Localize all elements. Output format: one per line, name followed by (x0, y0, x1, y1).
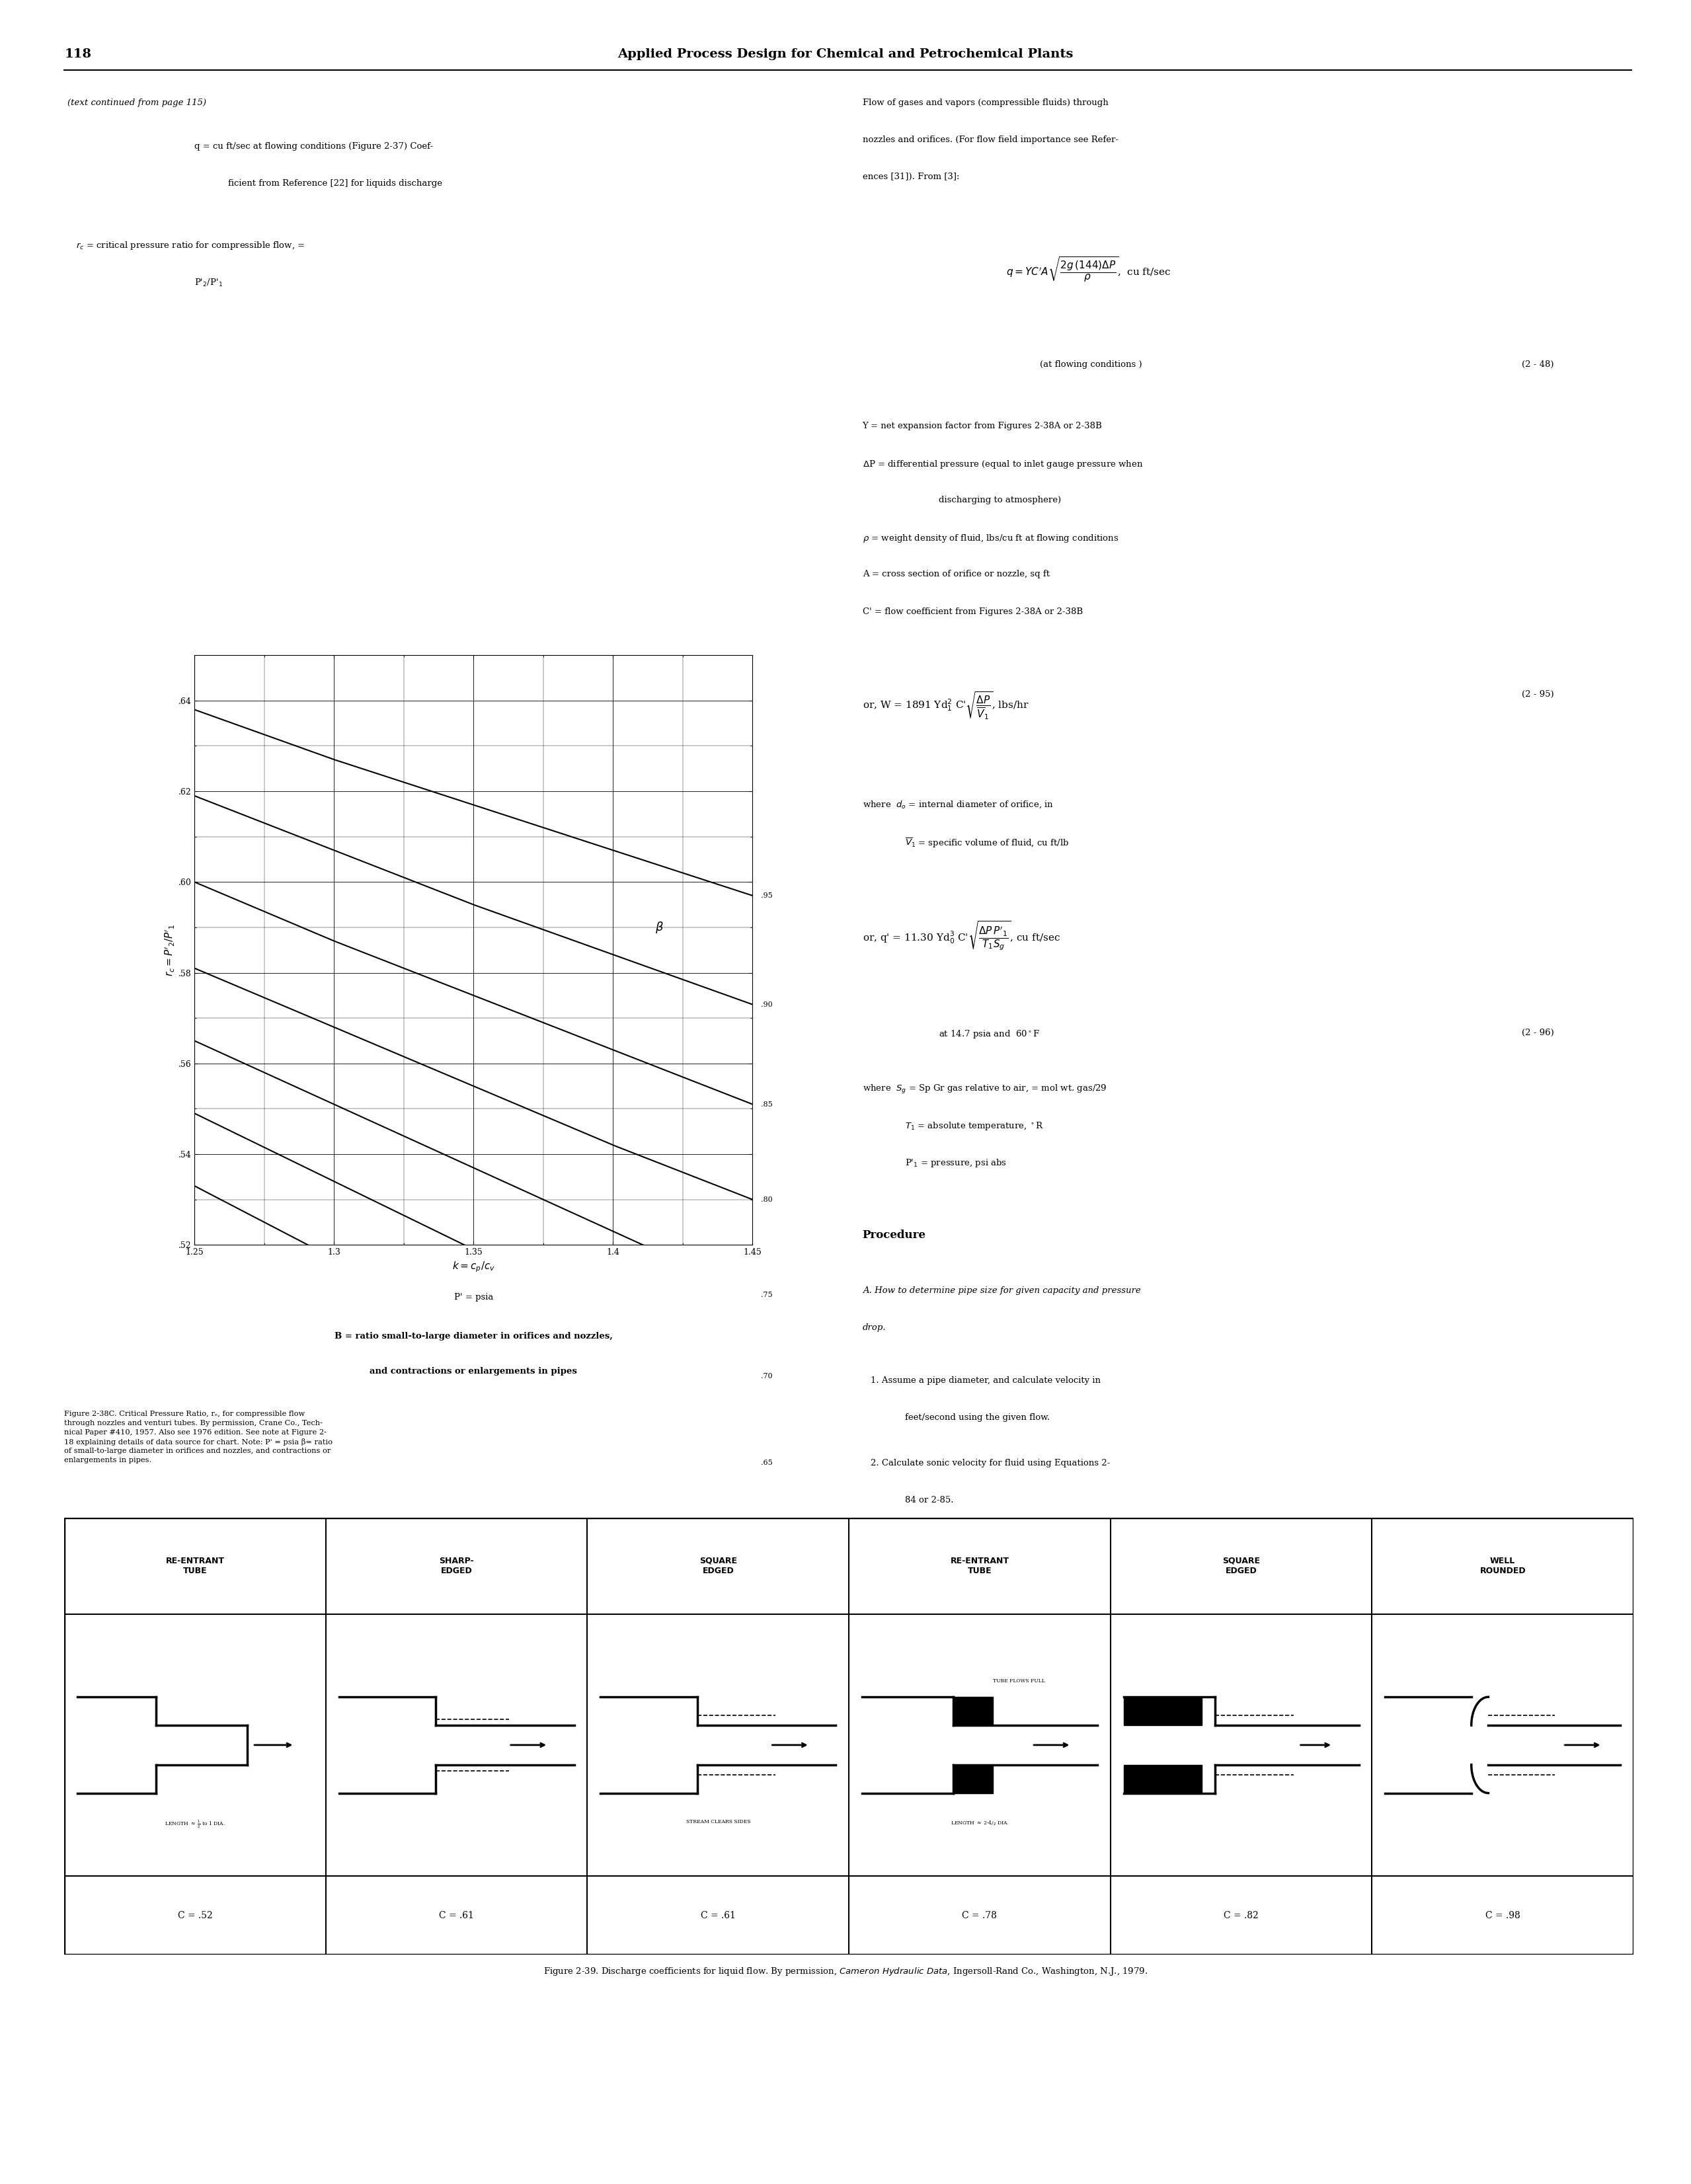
Text: discharging to atmosphere): discharging to atmosphere) (939, 496, 1060, 505)
Text: .70: .70 (761, 1374, 773, 1380)
Bar (954, 1765, 993, 1793)
Text: Figure 2-39. Discharge coefficients for liquid flow. By permission, $\it{Cameron: Figure 2-39. Discharge coefficients for … (543, 1966, 1148, 1977)
Y-axis label: $r_c = P'_2/P'_1$: $r_c = P'_2/P'_1$ (164, 924, 176, 976)
Text: and contractions or enlargements in pipes: and contractions or enlargements in pipe… (370, 1367, 577, 1376)
Text: or, W = 1891 Yd$_1^2$ C'$\sqrt{\dfrac{\Delta P}{\overline{V}_1}}$, lbs/hr: or, W = 1891 Yd$_1^2$ C'$\sqrt{\dfrac{\D… (862, 690, 1028, 721)
Text: .85: .85 (761, 1101, 773, 1107)
Text: $\rho$ = weight density of fluid, lbs/cu ft at flowing conditions: $\rho$ = weight density of fluid, lbs/cu… (862, 533, 1118, 544)
X-axis label: $k = c_p/c_v$: $k = c_p/c_v$ (451, 1260, 495, 1273)
Text: SHARP-
EDGED: SHARP- EDGED (440, 1557, 473, 1575)
Text: where  $d_o$ = internal diameter of orifice, in: where $d_o$ = internal diameter of orifi… (862, 799, 1053, 810)
Text: .75: .75 (761, 1291, 773, 1297)
Bar (954, 1697, 993, 1725)
Text: Y = net expansion factor from Figures 2-38A or 2-38B: Y = net expansion factor from Figures 2-… (862, 422, 1103, 430)
Text: C' = flow coefficient from Figures 2-38A or 2-38B: C' = flow coefficient from Figures 2-38A… (862, 607, 1082, 616)
Text: q = cu ft/sec at flowing conditions (Figure 2-37) Coef-: q = cu ft/sec at flowing conditions (Fig… (194, 142, 433, 151)
Text: 2. Calculate sonic velocity for fluid using Equations 2-: 2. Calculate sonic velocity for fluid us… (871, 1459, 1111, 1468)
Bar (1123, 1765, 1202, 1793)
Text: Flow of gases and vapors (compressible fluids) through: Flow of gases and vapors (compressible f… (862, 98, 1108, 107)
Text: $\overline{V}_1$ = specific volume of fluid, cu ft/lb: $\overline{V}_1$ = specific volume of fl… (905, 836, 1069, 850)
Text: TUBE FLOWS FULL: TUBE FLOWS FULL (993, 1679, 1045, 1684)
Text: P' = psia: P' = psia (453, 1293, 494, 1302)
Text: P'$_1$ = pressure, psi abs: P'$_1$ = pressure, psi abs (905, 1158, 1006, 1168)
Text: Applied Process Design for Chemical and Petrochemical Plants: Applied Process Design for Chemical and … (617, 48, 1074, 59)
Text: $q = YC'A\sqrt{\dfrac{2g\,(144)\Delta P}{\rho}}$,  cu ft/sec: $q = YC'A\sqrt{\dfrac{2g\,(144)\Delta P}… (1006, 256, 1172, 284)
Text: 118: 118 (64, 48, 91, 59)
Text: or, q' = 11.30 Yd$_0^3$ C'$\sqrt{\dfrac{\Delta P\, P'_1}{T_1 S_g}}$, cu ft/sec: or, q' = 11.30 Yd$_0^3$ C'$\sqrt{\dfrac{… (862, 919, 1060, 952)
Text: drop.: drop. (862, 1324, 886, 1332)
Text: .90: .90 (761, 1000, 773, 1007)
Text: nozzles and orifices. (For flow field importance see Refer-: nozzles and orifices. (For flow field im… (862, 135, 1118, 144)
Text: (at flowing conditions ): (at flowing conditions ) (1040, 360, 1141, 369)
Text: ences [31]). From [3]:: ences [31]). From [3]: (862, 173, 959, 181)
Text: B = ratio small-to-large diameter in orifices and nozzles,: B = ratio small-to-large diameter in ori… (335, 1332, 612, 1341)
Text: WELL
ROUNDED: WELL ROUNDED (1480, 1557, 1525, 1575)
Text: C = .78: C = .78 (962, 1911, 998, 1920)
Text: LENGTH $\approx$ 2-4/$_2$ DIA.: LENGTH $\approx$ 2-4/$_2$ DIA. (950, 1819, 1010, 1826)
Text: RE-ENTRANT
TUBE: RE-ENTRANT TUBE (166, 1557, 225, 1575)
Text: feet/second using the given flow.: feet/second using the given flow. (905, 1413, 1050, 1422)
Bar (1123, 1697, 1202, 1725)
Text: RE-ENTRANT
TUBE: RE-ENTRANT TUBE (950, 1557, 1010, 1575)
Text: (2 - 95): (2 - 95) (1522, 690, 1554, 699)
Text: .80: .80 (761, 1197, 773, 1203)
Text: $T_1$ = absolute temperature, $^\circ$R: $T_1$ = absolute temperature, $^\circ$R (905, 1120, 1043, 1131)
Text: SQUARE
EDGED: SQUARE EDGED (1223, 1557, 1260, 1575)
Text: (text continued from page 115): (text continued from page 115) (68, 98, 206, 107)
Text: SQUARE
EDGED: SQUARE EDGED (700, 1557, 737, 1575)
Text: .65: .65 (761, 1459, 773, 1465)
Text: Figure 2-38C. Critical Pressure Ratio, rₑ, for compressible flow
through nozzles: Figure 2-38C. Critical Pressure Ratio, r… (64, 1411, 333, 1463)
Text: A. How to determine pipe size for given capacity and pressure: A. How to determine pipe size for given … (862, 1286, 1140, 1295)
Text: C = .61: C = .61 (440, 1911, 473, 1920)
Text: Procedure: Procedure (862, 1230, 927, 1241)
Text: 1. Assume a pipe diameter, and calculate velocity in: 1. Assume a pipe diameter, and calculate… (871, 1376, 1101, 1385)
Text: $\beta$: $\beta$ (654, 919, 663, 935)
Text: STREAM CLEARS SIDES: STREAM CLEARS SIDES (687, 1819, 751, 1824)
Text: (2 - 48): (2 - 48) (1522, 360, 1554, 369)
Text: (2 - 96): (2 - 96) (1522, 1029, 1554, 1037)
Text: $r_c$ = critical pressure ratio for compressible flow, =: $r_c$ = critical pressure ratio for comp… (76, 240, 304, 251)
Text: ficient from Reference [22] for liquids discharge: ficient from Reference [22] for liquids … (228, 179, 443, 188)
Text: $\Delta$P = differential pressure (equal to inlet gauge pressure when: $\Delta$P = differential pressure (equal… (862, 459, 1143, 470)
Text: P'$_2$/P'$_1$: P'$_2$/P'$_1$ (194, 277, 223, 288)
Text: where  $S_g$ = Sp Gr gas relative to air, = mol wt. gas/29: where $S_g$ = Sp Gr gas relative to air,… (862, 1083, 1106, 1094)
Text: C = .61: C = .61 (700, 1911, 736, 1920)
Text: LENGTH $\approx$ $\frac{1}{2}$ to 1 DIA.: LENGTH $\approx$ $\frac{1}{2}$ to 1 DIA. (164, 1819, 225, 1830)
Text: C = .52: C = .52 (178, 1911, 213, 1920)
Text: at 14.7 psia and  60$^\circ$F: at 14.7 psia and 60$^\circ$F (939, 1029, 1040, 1040)
Text: C = .98: C = .98 (1485, 1911, 1520, 1920)
Text: .95: .95 (761, 893, 773, 900)
Text: C = .82: C = .82 (1224, 1911, 1258, 1920)
Text: 84 or 2-85.: 84 or 2-85. (905, 1496, 954, 1505)
Text: A = cross section of orifice or nozzle, sq ft: A = cross section of orifice or nozzle, … (862, 570, 1050, 579)
